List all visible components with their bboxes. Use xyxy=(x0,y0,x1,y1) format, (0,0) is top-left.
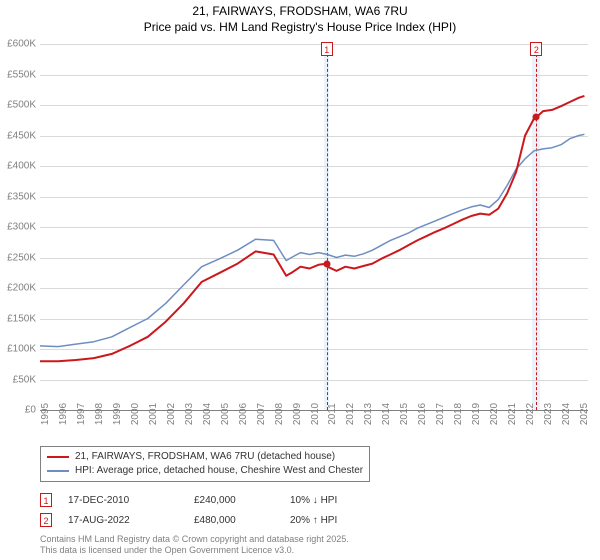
legend-label-hpi: HPI: Average price, detached house, Ches… xyxy=(75,464,363,478)
attribution-line1: Contains HM Land Registry data © Crown c… xyxy=(40,534,349,545)
sale-row: 2 17-AUG-2022 £480,000 20% ↑ HPI xyxy=(40,510,588,530)
sale-row-marker: 2 xyxy=(40,513,52,527)
y-tick-label: £350K xyxy=(7,191,36,202)
y-tick-label: £250K xyxy=(7,252,36,263)
sale-row-date: 17-AUG-2022 xyxy=(68,515,178,526)
y-tick-label: £600K xyxy=(7,39,36,50)
sale-row-price: £240,000 xyxy=(194,495,274,506)
sale-row: 1 17-DEC-2010 £240,000 10% ↓ HPI xyxy=(40,490,588,510)
y-tick-label: £150K xyxy=(7,313,36,324)
sale-row-change: 10% ↓ HPI xyxy=(290,495,380,506)
y-tick-label: £50K xyxy=(13,374,36,385)
attribution-line2: This data is licensed under the Open Gov… xyxy=(40,545,349,556)
sale-row-marker: 1 xyxy=(40,493,52,507)
title-block: 21, FAIRWAYS, FRODSHAM, WA6 7RU Price pa… xyxy=(0,0,600,35)
legend-swatch-price xyxy=(47,456,69,458)
legend-row-price: 21, FAIRWAYS, FRODSHAM, WA6 7RU (detache… xyxy=(47,450,363,464)
sale-row-change: 20% ↑ HPI xyxy=(290,515,380,526)
y-tick-label: £450K xyxy=(7,130,36,141)
sale-row-price: £480,000 xyxy=(194,515,274,526)
legend-label-price: 21, FAIRWAYS, FRODSHAM, WA6 7RU (detache… xyxy=(75,450,335,464)
series-line-price_paid xyxy=(40,96,584,361)
title-address: 21, FAIRWAYS, FRODSHAM, WA6 7RU xyxy=(0,4,600,20)
legend-row-hpi: HPI: Average price, detached house, Ches… xyxy=(47,464,363,478)
y-tick-label: £500K xyxy=(7,100,36,111)
y-tick-label: £300K xyxy=(7,222,36,233)
chart-area: £0£50K£100K£150K£200K£250K£300K£350K£400… xyxy=(40,44,588,410)
y-tick-label: £0 xyxy=(25,405,36,416)
y-tick-label: £400K xyxy=(7,161,36,172)
title-subtitle: Price paid vs. HM Land Registry's House … xyxy=(0,20,600,36)
series-line-hpi xyxy=(40,134,584,346)
legend-area: 21, FAIRWAYS, FRODSHAM, WA6 7RU (detache… xyxy=(40,446,588,530)
legend-swatch-hpi xyxy=(47,470,69,472)
chart-container: 21, FAIRWAYS, FRODSHAM, WA6 7RU Price pa… xyxy=(0,0,600,560)
y-tick-label: £200K xyxy=(7,283,36,294)
attribution: Contains HM Land Registry data © Crown c… xyxy=(40,534,349,556)
sale-table: 1 17-DEC-2010 £240,000 10% ↓ HPI 2 17-AUG-202… xyxy=(40,490,588,530)
sale-row-date: 17-DEC-2010 xyxy=(68,495,178,506)
y-tick-label: £100K xyxy=(7,344,36,355)
y-tick-label: £550K xyxy=(7,69,36,80)
legend-box: 21, FAIRWAYS, FRODSHAM, WA6 7RU (detache… xyxy=(40,446,370,482)
